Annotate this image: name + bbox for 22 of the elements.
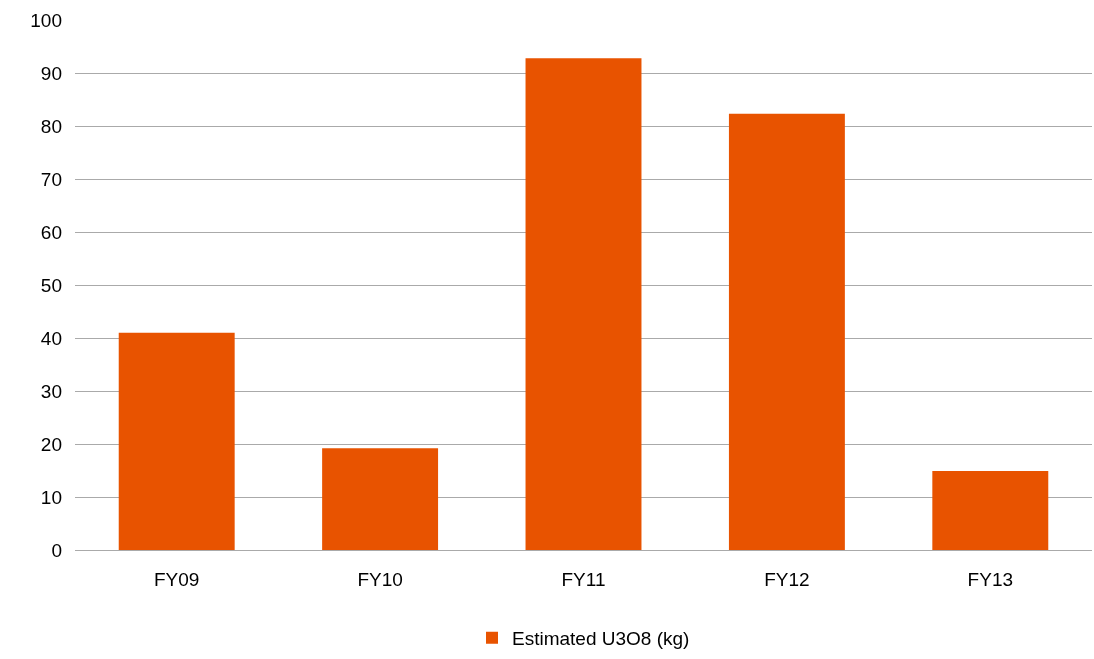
y-tick-label: 70 bbox=[40, 168, 62, 190]
x-tick-label: FY11 bbox=[561, 568, 606, 590]
legend-label: Estimated U3O8 (kg) bbox=[512, 628, 690, 650]
y-tick-label: 40 bbox=[40, 327, 62, 349]
x-tick-label: FY09 bbox=[153, 568, 200, 590]
bar bbox=[322, 448, 439, 550]
y-tick-label: 80 bbox=[40, 115, 62, 137]
y-tick-label: 10 bbox=[40, 486, 62, 508]
bar bbox=[728, 113, 845, 550]
y-tick-label: 50 bbox=[40, 274, 62, 296]
x-tick-label: FY12 bbox=[764, 568, 810, 590]
x-tick-label: FY13 bbox=[967, 568, 1014, 590]
bar bbox=[118, 332, 235, 550]
y-tick-label: 60 bbox=[40, 221, 62, 243]
y-tick-label: 30 bbox=[40, 380, 62, 402]
bar bbox=[525, 58, 642, 550]
y-tick-label: 100 bbox=[30, 9, 62, 31]
bar bbox=[932, 471, 1049, 550]
y-tick-label: 0 bbox=[51, 539, 62, 561]
y-tick-label: 20 bbox=[40, 433, 62, 455]
x-tick-label: FY10 bbox=[357, 568, 403, 590]
y-tick-label: 90 bbox=[40, 62, 62, 84]
